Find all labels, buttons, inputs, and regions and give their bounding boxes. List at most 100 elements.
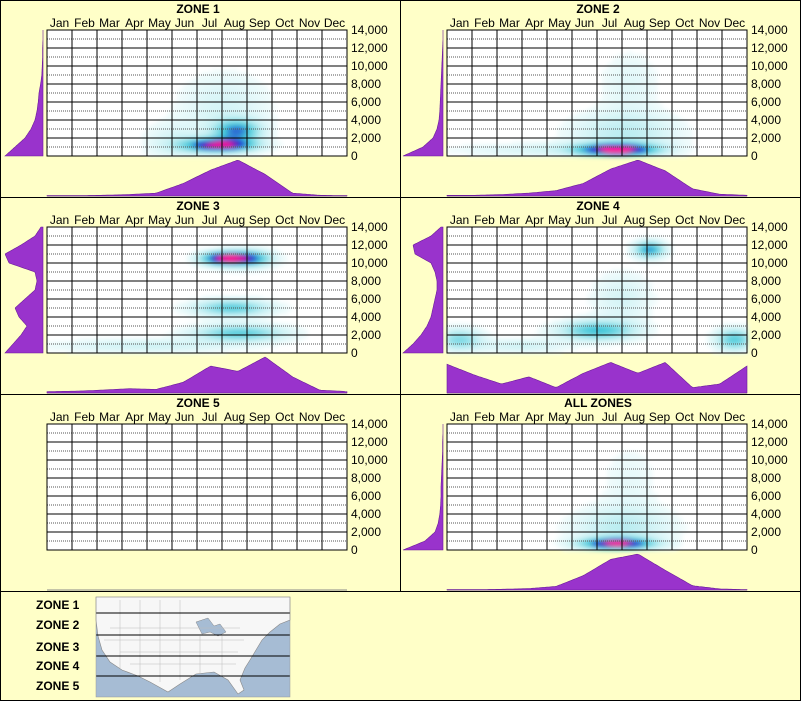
heat-cell xyxy=(447,150,453,154)
heat-cell xyxy=(597,344,603,348)
heat-cell xyxy=(202,102,208,106)
heat-cell xyxy=(187,147,193,151)
heat-cell xyxy=(132,341,138,345)
heat-cell xyxy=(212,323,218,327)
heat-cell xyxy=(592,287,598,291)
heat-cell xyxy=(642,502,648,506)
heat-cell xyxy=(177,308,183,312)
heat-cell xyxy=(527,150,533,154)
heat-cell xyxy=(677,132,683,136)
heat-cell xyxy=(597,284,603,288)
heat-cell xyxy=(587,123,593,127)
heat-cell xyxy=(607,547,613,551)
heat-cell xyxy=(612,469,618,473)
heat-cell xyxy=(657,517,663,521)
heat-cell xyxy=(597,111,603,115)
heat-cell xyxy=(272,105,278,109)
heat-cell xyxy=(562,541,568,545)
heat-cell xyxy=(62,344,68,348)
heat-cell xyxy=(732,335,738,339)
heat-cell xyxy=(637,305,643,309)
heat-cell xyxy=(572,520,578,524)
heat-cell xyxy=(182,117,188,121)
heat-cell xyxy=(232,81,238,85)
heat-cell xyxy=(592,511,598,515)
heat-cell xyxy=(662,538,668,542)
heat-cell xyxy=(607,305,613,309)
heat-cell xyxy=(252,138,258,142)
heat-cell xyxy=(572,526,578,530)
heat-cell xyxy=(262,150,268,154)
heat-cell xyxy=(187,120,193,124)
heat-cell xyxy=(67,344,73,348)
heat-cell xyxy=(602,93,608,97)
heat-cell xyxy=(632,90,638,94)
heat-cell xyxy=(282,332,288,336)
heat-cell xyxy=(727,326,733,330)
heat-cell xyxy=(617,105,623,109)
heat-cell xyxy=(227,108,233,112)
heat-cell xyxy=(637,520,643,524)
heat-cell xyxy=(227,299,233,303)
heat-cell xyxy=(217,108,223,112)
heat-cell xyxy=(587,529,593,533)
heat-cell xyxy=(647,526,653,530)
heat-cell xyxy=(182,102,188,106)
y-tick-label: 2,000 xyxy=(751,131,781,145)
heat-cell xyxy=(202,257,208,261)
heat-cell xyxy=(612,481,618,485)
heat-cell xyxy=(257,323,263,327)
heat-cell xyxy=(637,123,643,127)
heat-cell xyxy=(737,332,743,336)
heat-cell xyxy=(142,338,148,342)
heat-cell xyxy=(467,147,473,151)
heat-cell xyxy=(652,532,658,536)
heat-cell xyxy=(637,138,643,142)
heat-cell xyxy=(637,317,643,321)
heatmap-layer xyxy=(447,51,698,157)
heat-cell xyxy=(597,299,603,303)
heat-cell xyxy=(542,144,548,148)
heat-cell xyxy=(617,293,623,297)
heat-cell xyxy=(232,150,238,154)
heat-cell xyxy=(637,236,643,240)
heat-cell xyxy=(617,135,623,139)
heat-cell xyxy=(677,120,683,124)
heat-cell xyxy=(117,344,123,348)
heat-cell xyxy=(622,78,628,82)
heat-cell xyxy=(232,93,238,97)
heat-cell xyxy=(572,341,578,345)
heat-cell xyxy=(162,135,168,139)
heat-cell xyxy=(592,305,598,309)
heat-cell xyxy=(622,272,628,276)
heat-cell xyxy=(647,290,653,294)
heat-cell xyxy=(212,320,218,324)
heat-cell xyxy=(212,263,218,267)
heat-cell xyxy=(617,484,623,488)
heat-cell xyxy=(652,81,658,85)
heat-cell xyxy=(647,96,653,100)
heat-cell xyxy=(632,129,638,133)
heat-cell xyxy=(602,287,608,291)
heat-cell xyxy=(587,150,593,154)
heat-cell xyxy=(592,344,598,348)
heat-cell xyxy=(132,347,138,351)
heat-cell xyxy=(627,254,633,258)
heat-cell xyxy=(252,135,258,139)
heat-cell xyxy=(447,332,453,336)
heat-cell xyxy=(517,144,523,148)
heat-cell xyxy=(592,514,598,518)
heat-cell xyxy=(627,242,633,246)
heat-cell xyxy=(607,487,613,491)
heat-cell xyxy=(627,484,633,488)
heat-cell xyxy=(497,150,503,154)
heat-cell xyxy=(622,96,628,100)
heat-cell xyxy=(187,108,193,112)
heat-cell xyxy=(217,111,223,115)
heat-cell xyxy=(227,326,233,330)
heat-cell xyxy=(637,75,643,79)
heat-cell xyxy=(107,350,113,354)
heat-cell xyxy=(192,302,198,306)
heat-cell xyxy=(87,344,93,348)
heat-cell xyxy=(467,338,473,342)
